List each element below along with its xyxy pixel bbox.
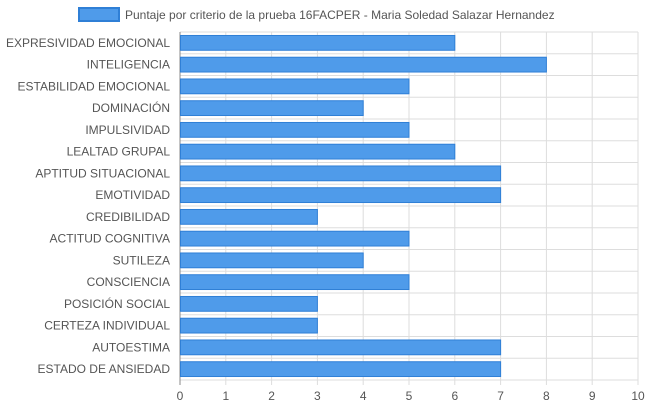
category-label: LEALTAD GRUPAL xyxy=(67,145,171,159)
legend-swatch xyxy=(78,7,120,22)
x-tick-label: 6 xyxy=(451,389,458,403)
bar xyxy=(180,121,410,138)
category-label: ESTABILIDAD EMOCIONAL xyxy=(18,79,171,93)
grid xyxy=(179,31,639,385)
category-label: IMPULSIVIDAD xyxy=(85,123,170,137)
category-label: APTITUD SITUACIONAL xyxy=(35,166,170,180)
x-tick-label: 3 xyxy=(314,389,321,403)
bar xyxy=(180,230,410,247)
bar xyxy=(180,187,502,204)
bar xyxy=(180,252,364,269)
bar xyxy=(180,361,502,378)
legend: Puntaje por criterio de la prueba 16FACP… xyxy=(78,7,555,22)
bar xyxy=(180,56,547,73)
x-tick-label: 7 xyxy=(497,389,504,403)
category-labels: EXPRESIVIDAD EMOCIONAL INTELIGENCIA ESTABI… xyxy=(6,36,170,376)
x-tick-label: 9 xyxy=(589,389,596,403)
bar xyxy=(180,295,318,312)
x-tick-label: 8 xyxy=(543,389,550,403)
category-label: CREDIBILIDAD xyxy=(86,210,170,224)
category-label: ESTADO DE ANSIEDAD xyxy=(38,362,171,376)
category-label: CERTEZA INDIVIDUAL xyxy=(44,319,170,333)
x-tick-label: 10 xyxy=(631,389,645,403)
bar xyxy=(180,274,410,291)
category-label: AUTOESTIMA xyxy=(92,340,170,354)
x-tick-label: 1 xyxy=(222,389,229,403)
bar xyxy=(180,208,318,225)
category-label: EXPRESIVIDAD EMOCIONAL xyxy=(6,36,170,50)
bar xyxy=(180,143,456,160)
legend-label: Puntaje por criterio de la prueba 16FACP… xyxy=(125,8,555,22)
x-tick-label: 4 xyxy=(360,389,367,403)
bar xyxy=(180,165,502,182)
category-label: CONSCIENCIA xyxy=(87,275,170,289)
x-tick-label: 5 xyxy=(406,389,413,403)
bar xyxy=(180,34,456,51)
category-label: POSICIÓN SOCIAL xyxy=(64,296,170,311)
category-label: ACTITUD COGNITIVA xyxy=(50,232,170,246)
bar xyxy=(180,100,364,117)
bar xyxy=(180,317,318,334)
category-label: SUTILEZA xyxy=(113,253,170,267)
category-label: DOMINACIÓN xyxy=(92,100,170,115)
x-tick-label: 0 xyxy=(177,389,184,403)
x-tick-label: 2 xyxy=(268,389,275,403)
category-label: EMOTIVIDAD xyxy=(95,188,170,202)
bar xyxy=(180,339,502,356)
bar xyxy=(180,78,410,95)
category-label: INTELIGENCIA xyxy=(87,58,170,72)
x-axis-ticks: 0 1 2 3 4 5 6 7 8 9 10 xyxy=(177,389,645,403)
bars xyxy=(180,34,547,378)
